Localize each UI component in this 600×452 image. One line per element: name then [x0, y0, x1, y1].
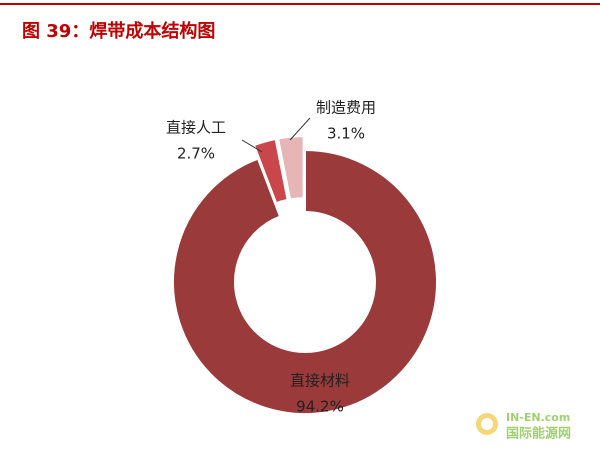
chart-title: 图 39：焊带成本结构图: [22, 20, 215, 42]
slice: [172, 148, 438, 415]
value-label: 3.1%: [327, 125, 365, 143]
slice: [276, 135, 305, 201]
category-label: 直接人工: [166, 119, 226, 137]
watermark-name: 国际能源网: [506, 426, 571, 442]
watermark-sun-core: [481, 418, 493, 430]
watermark-site: IN-EN.com: [506, 411, 570, 424]
value-label: 94.2%: [296, 398, 344, 416]
category-label: 直接材料: [290, 372, 350, 390]
value-label: 2.7%: [177, 145, 215, 163]
watermark: IN-EN.com 国际能源网: [476, 411, 571, 442]
slice: [252, 137, 289, 205]
category-label: 制造费用: [316, 99, 376, 117]
leader-line: [241, 139, 263, 153]
leader-line: [289, 117, 311, 141]
